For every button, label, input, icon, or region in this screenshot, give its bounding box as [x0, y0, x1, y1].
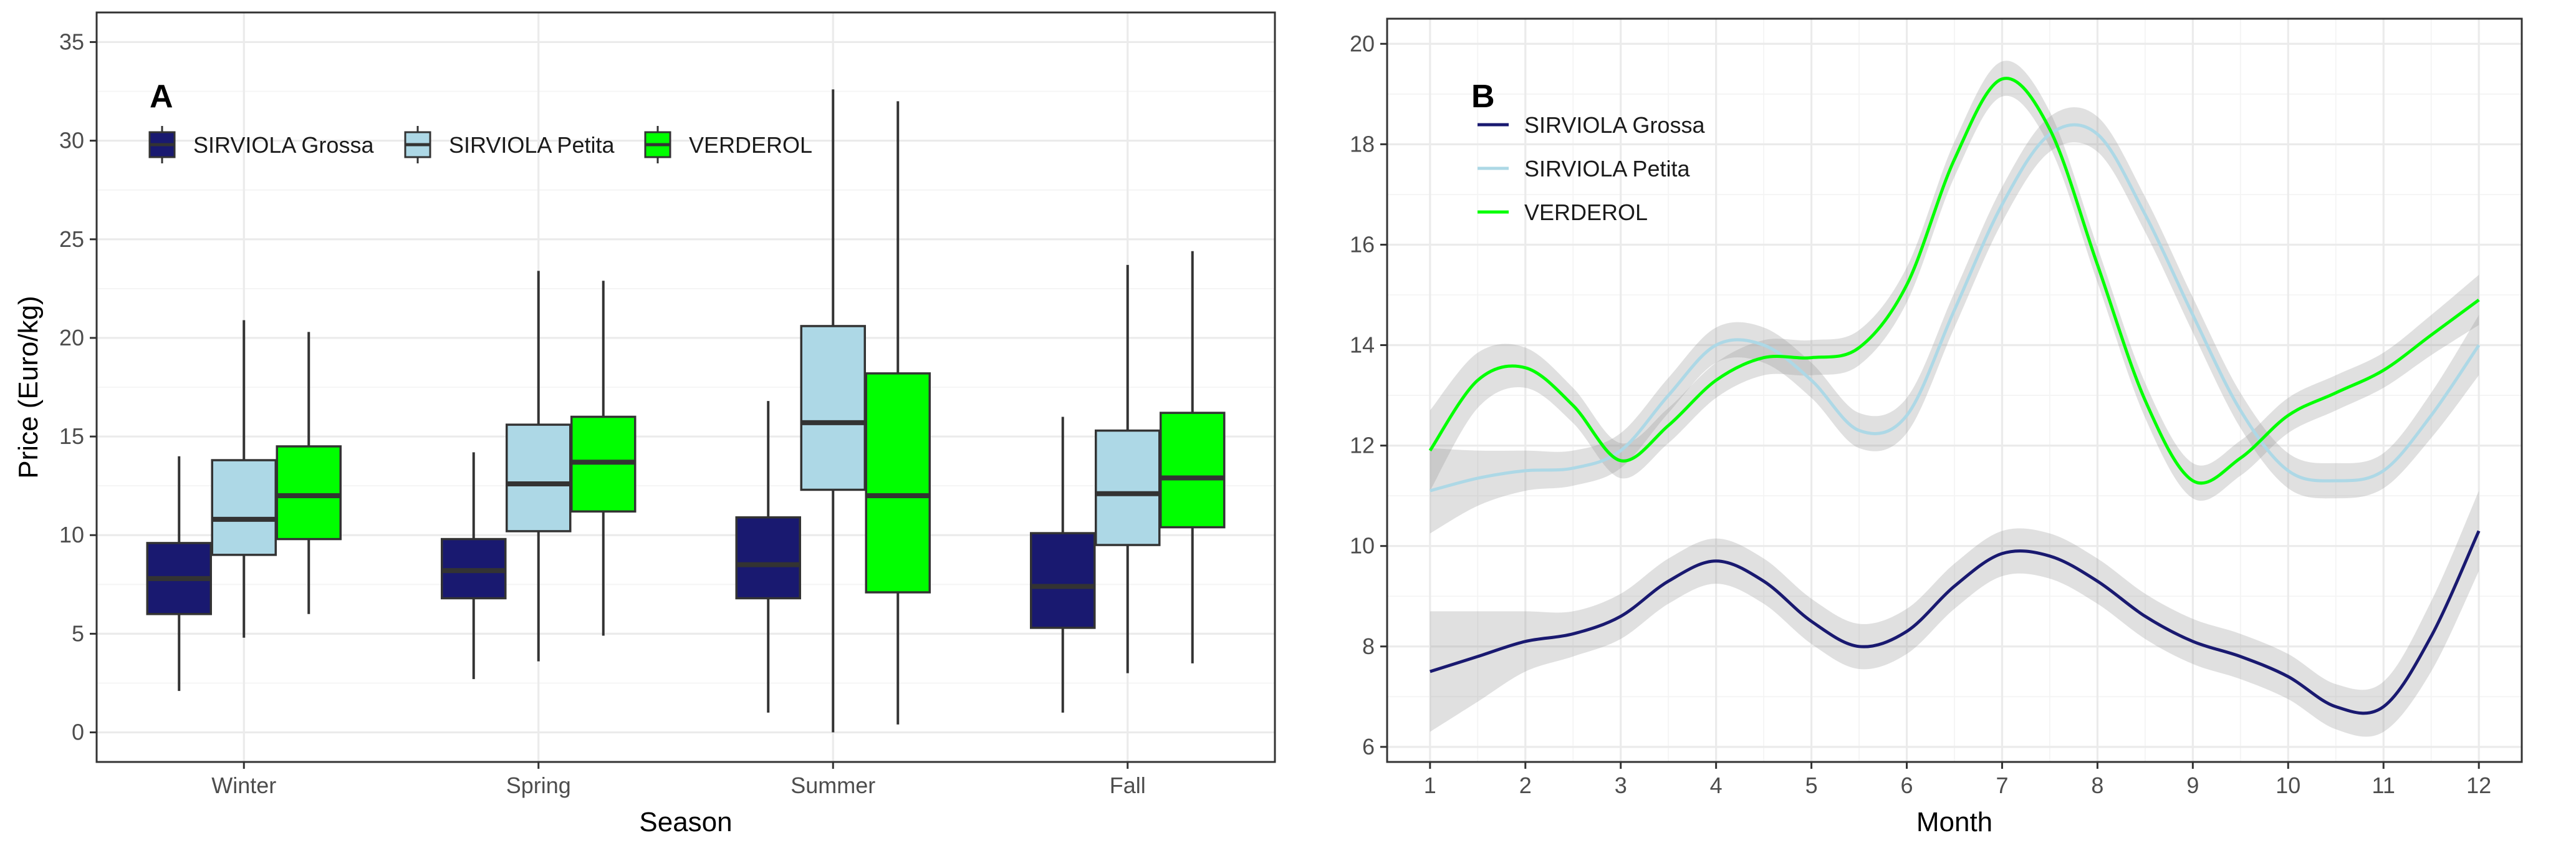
panel-a-x-tick-label: Fall [1110, 773, 1146, 798]
panel-b-x-tick-label: 6 [1901, 773, 1913, 798]
legend-item: VERDEROL [1478, 200, 1648, 225]
panel-a-y-tick-label: 5 [72, 620, 84, 646]
panel-a-border [95, 11, 1276, 763]
legend-label: VERDEROL [1524, 200, 1648, 225]
panel-b-x-tick-label: 3 [1615, 773, 1627, 798]
confidence-band [1430, 107, 2479, 534]
panel-b-x-tick-label: 10 [2276, 773, 2300, 798]
legend-item: SIRVIOLA Grossa [1478, 112, 1705, 138]
box-iqr [1030, 532, 1096, 629]
panel-b-x-tick-label: 7 [1996, 773, 2008, 798]
panel-b-x-axis-title: Month [1916, 807, 1992, 837]
legend-item: SIRVIOLA Grossa [148, 126, 374, 163]
panel-a-x-tick-label: Spring [506, 773, 571, 798]
legend-label: VERDEROL [689, 132, 812, 158]
box-iqr [865, 372, 931, 594]
panel-b-x-tick-label: 11 [2372, 773, 2395, 798]
legend-item: SIRVIOLA Petita [1478, 156, 1690, 181]
series-line [1430, 123, 2481, 493]
box-iqr [211, 459, 277, 556]
panel-a-y-tick-label: 10 [59, 522, 84, 547]
box-iqr [506, 423, 572, 532]
panel-b-y-tick-label: 14 [1350, 332, 1375, 358]
panel-b-x-tick-label: 2 [1519, 773, 1532, 798]
panel-a-y-tick-label: 20 [59, 325, 84, 350]
panel-a-y-axis-title: Price (Euro/kg) [13, 296, 44, 478]
box-iqr [276, 445, 342, 541]
legend-label: SIRVIOLA Grossa [193, 132, 374, 158]
panel-b-x-tick-label: 1 [1424, 773, 1436, 798]
legend-label: SIRVIOLA Petita [1524, 156, 1690, 181]
box-iqr [735, 516, 801, 600]
legend-label: SIRVIOLA Grossa [1524, 112, 1705, 138]
panel-a-y-tick-label: 25 [59, 226, 84, 252]
box-iqr [1095, 429, 1161, 546]
legend-item: SIRVIOLA Petita [404, 126, 615, 163]
confidence-band [1430, 491, 2479, 737]
panel-b-x-tick-label: 5 [1805, 773, 1818, 798]
panel-b-border [1386, 17, 2523, 763]
panel-b-x-tick-label: 4 [1710, 773, 1723, 798]
panel-a-boxplot: 0 5 10 15 20 25 30 35 Winter Spring Summer Fall Seas… [13, 11, 1276, 837]
panel-a-label: A [150, 79, 173, 115]
confidence-band [1430, 60, 2479, 501]
panel-a-y-tick-label: 15 [59, 423, 84, 449]
panel-a-y-tick-label: 0 [72, 720, 84, 745]
series-line [1430, 530, 2481, 715]
panel-b-y-tick-label: 20 [1350, 31, 1375, 56]
panel-b-y-tick-label: 6 [1362, 734, 1375, 759]
panel-b-label: B [1471, 79, 1495, 115]
panel-b-y-tick-label: 16 [1350, 231, 1375, 257]
panel-a-x-tick-label: Winter [211, 773, 276, 798]
panel-a-y-tick-label: 30 [59, 128, 84, 153]
legend-item: VERDEROL [644, 126, 812, 163]
panel-a-x-tick-label: Summer [791, 773, 875, 798]
box-iqr [1160, 412, 1226, 529]
panel-b-x-tick-label: 9 [2186, 773, 2199, 798]
panel-b-x-tick-label: 12 [2466, 773, 2491, 798]
panel-b-y-tick-label: 8 [1362, 634, 1375, 659]
panel-b-y-tick-label: 18 [1350, 131, 1375, 157]
panel-b-x-tick-label: 8 [2091, 773, 2103, 798]
panel-b-y-tick-label: 10 [1350, 533, 1375, 559]
series-line [1428, 77, 2480, 485]
panel-a-y-tick-label: 35 [59, 29, 84, 54]
panel-b-y-tick-label: 12 [1350, 433, 1375, 458]
box-iqr [800, 325, 866, 491]
legend-label: SIRVIOLA Petita [449, 132, 615, 158]
panel-a-x-axis-title: Season [639, 807, 732, 837]
